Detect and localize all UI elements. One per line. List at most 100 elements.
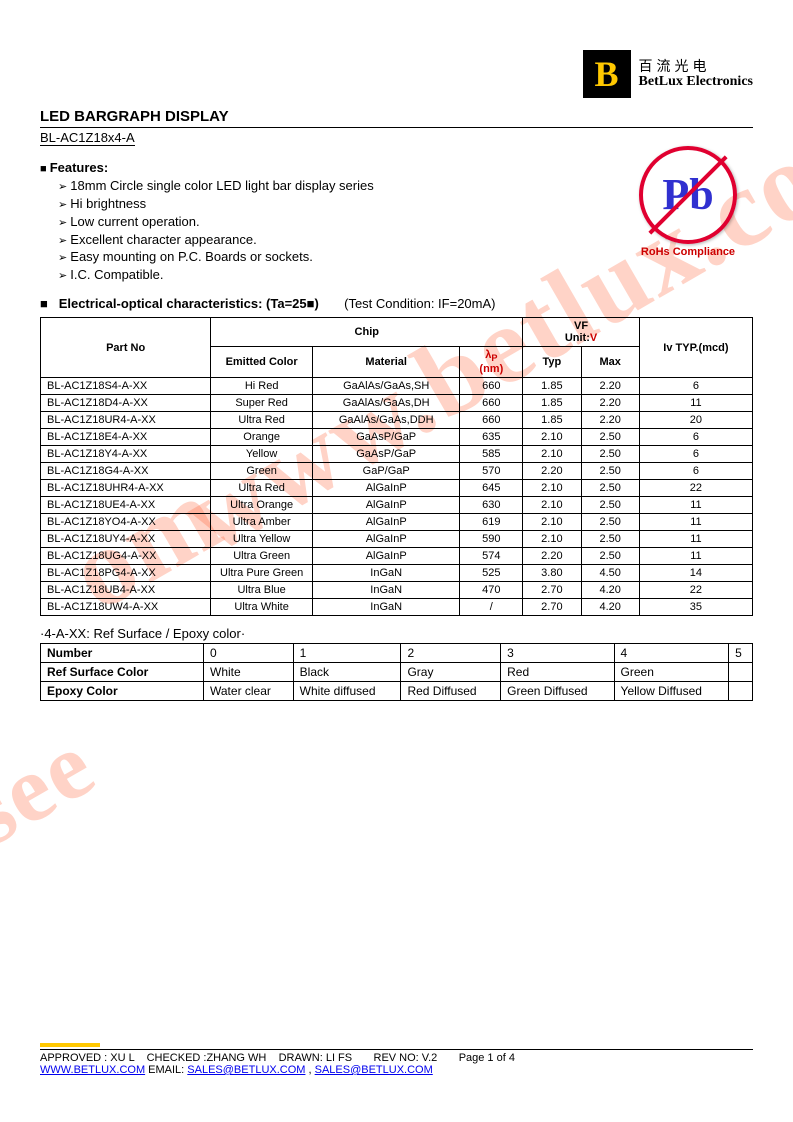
cell-number: 3 xyxy=(501,644,614,663)
th-ref-surface: Ref Surface Color xyxy=(41,663,204,682)
cell-color: Ultra Blue xyxy=(211,582,313,599)
cell-max: 4.50 xyxy=(581,565,639,582)
cell-max: 2.50 xyxy=(581,548,639,565)
characteristics-table: Part No Chip VF Unit:V Iv TYP.(mcd) Emit… xyxy=(40,317,753,616)
cell-ref-surface: Gray xyxy=(401,663,501,682)
cell-material: AlGaInP xyxy=(312,514,459,531)
cell-partno: BL-AC1Z18S4-A-XX xyxy=(41,378,211,395)
cell-typ: 2.70 xyxy=(523,582,581,599)
cell-partno: BL-AC1Z18UR4-A-XX xyxy=(41,412,211,429)
cell-partno: BL-AC1Z18UG4-A-XX xyxy=(41,548,211,565)
cell-number: 2 xyxy=(401,644,501,663)
cell-max: 4.20 xyxy=(581,599,639,616)
cell-max: 2.50 xyxy=(581,480,639,497)
title-block: LED BARGRAPH DISPLAY BL-AC1Z18x4-A xyxy=(40,108,753,146)
cell-iv: 11 xyxy=(639,531,752,548)
cell-iv: 11 xyxy=(639,395,752,412)
cell-epoxy: White diffused xyxy=(293,682,401,701)
table-row: BL-AC1Z18UW4-A-XXUltra WhiteInGaN/2.704.… xyxy=(41,599,753,616)
cell-typ: 2.10 xyxy=(523,531,581,548)
cell-color: Ultra Pure Green xyxy=(211,565,313,582)
cell-max: 2.50 xyxy=(581,531,639,548)
cell-iv: 11 xyxy=(639,514,752,531)
cell-partno: BL-AC1Z18UE4-A-XX xyxy=(41,497,211,514)
suffix-note: ·4-A-XX: Ref Surface / Epoxy color· xyxy=(40,626,753,641)
features-heading: Features: xyxy=(40,160,374,175)
cell-epoxy: Yellow Diffused xyxy=(614,682,729,701)
cell-iv: 22 xyxy=(639,582,752,599)
cell-typ: 2.10 xyxy=(523,480,581,497)
footer-sep: , xyxy=(305,1064,314,1076)
cell-typ: 2.20 xyxy=(523,548,581,565)
cell-iv: 11 xyxy=(639,548,752,565)
logo-cn: 百流光电 xyxy=(639,59,753,74)
cell-ref-surface: Red xyxy=(501,663,614,682)
table-row: BL-AC1Z18YO4-A-XXUltra AmberAlGaInP6192.… xyxy=(41,514,753,531)
cell-material: GaAsP/GaP xyxy=(312,429,459,446)
cell-material: AlGaInP xyxy=(312,480,459,497)
cell-color: Ultra Amber xyxy=(211,514,313,531)
footer-link-www[interactable]: WWW.BETLUX.COM xyxy=(40,1064,145,1076)
cell-max: 2.20 xyxy=(581,395,639,412)
cell-lambda: 619 xyxy=(460,514,523,531)
rohs-badge: Pb RoHs Compliance xyxy=(623,146,753,284)
page-title: LED BARGRAPH DISPLAY xyxy=(40,108,753,125)
cell-lambda: 570 xyxy=(460,463,523,480)
table-row: BL-AC1Z18UE4-A-XXUltra OrangeAlGaInP6302… xyxy=(41,497,753,514)
cell-material: AlGaInP xyxy=(312,548,459,565)
cell-material: InGaN xyxy=(312,599,459,616)
watermark-isee: isee xyxy=(0,708,113,881)
th-emitted: Emitted Color xyxy=(211,347,313,378)
th-iv: Iv TYP.(mcd) xyxy=(639,318,752,378)
footer-link-email2[interactable]: SALES@BETLUX.COM xyxy=(315,1064,433,1076)
cell-partno: BL-AC1Z18D4-A-XX xyxy=(41,395,211,412)
cell-iv: 6 xyxy=(639,429,752,446)
cell-color: Ultra Red xyxy=(211,412,313,429)
cell-material: InGaN xyxy=(312,565,459,582)
cell-epoxy xyxy=(729,682,753,701)
cell-material: GaAlAs/GaAs,DDH xyxy=(312,412,459,429)
cell-partno: BL-AC1Z18Y4-A-XX xyxy=(41,446,211,463)
cell-max: 2.50 xyxy=(581,463,639,480)
feature-item: Excellent character appearance. xyxy=(58,231,374,249)
cell-ref-surface: White xyxy=(204,663,294,682)
cell-color: Green xyxy=(211,463,313,480)
logo-text: 百流光电 BetLux Electronics xyxy=(639,59,753,90)
cell-partno: BL-AC1Z18UY4-A-XX xyxy=(41,531,211,548)
cell-lambda: 635 xyxy=(460,429,523,446)
logo-en: BetLux Electronics xyxy=(639,74,753,89)
elec-heading: ■ Electrical-optical characteristics: (T… xyxy=(40,296,753,311)
cell-typ: 2.70 xyxy=(523,599,581,616)
table-row: BL-AC1Z18UG4-A-XXUltra GreenAlGaInP5742.… xyxy=(41,548,753,565)
cell-max: 2.20 xyxy=(581,378,639,395)
cell-partno: BL-AC1Z18E4-A-XX xyxy=(41,429,211,446)
cell-typ: 3.80 xyxy=(523,565,581,582)
table-row: BL-AC1Z18D4-A-XXSuper RedGaAlAs/GaAs,DH6… xyxy=(41,395,753,412)
cell-lambda: 574 xyxy=(460,548,523,565)
prohibit-icon: Pb xyxy=(639,146,737,244)
feature-item: Hi brightness xyxy=(58,195,374,213)
cell-lambda: 630 xyxy=(460,497,523,514)
cell-color: Ultra Green xyxy=(211,548,313,565)
footer-link-email1[interactable]: SALES@BETLUX.COM xyxy=(187,1064,305,1076)
cell-lambda: 585 xyxy=(460,446,523,463)
cell-number: 1 xyxy=(293,644,401,663)
cell-iv: 6 xyxy=(639,463,752,480)
table-row: BL-AC1Z18E4-A-XXOrangeGaAsP/GaP6352.102.… xyxy=(41,429,753,446)
elec-heading-cond: (Test Condition: IF=20mA) xyxy=(344,296,495,311)
cell-ref-surface xyxy=(729,663,753,682)
cell-color: Ultra Orange xyxy=(211,497,313,514)
feature-item: 18mm Circle single color LED light bar d… xyxy=(58,177,374,195)
th-typ: Typ xyxy=(523,347,581,378)
cell-typ: 2.10 xyxy=(523,497,581,514)
table-row: BL-AC1Z18S4-A-XXHi RedGaAlAs/GaAs,SH6601… xyxy=(41,378,753,395)
footer-email-label: EMAIL: xyxy=(145,1064,187,1076)
cell-material: InGaN xyxy=(312,582,459,599)
cell-iv: 35 xyxy=(639,599,752,616)
logo: B 百流光电 BetLux Electronics xyxy=(583,50,753,98)
cell-partno: BL-AC1Z18UW4-A-XX xyxy=(41,599,211,616)
cell-partno: BL-AC1Z18UHR4-A-XX xyxy=(41,480,211,497)
cell-typ: 2.10 xyxy=(523,514,581,531)
cell-material: GaP/GaP xyxy=(312,463,459,480)
cell-typ: 1.85 xyxy=(523,378,581,395)
